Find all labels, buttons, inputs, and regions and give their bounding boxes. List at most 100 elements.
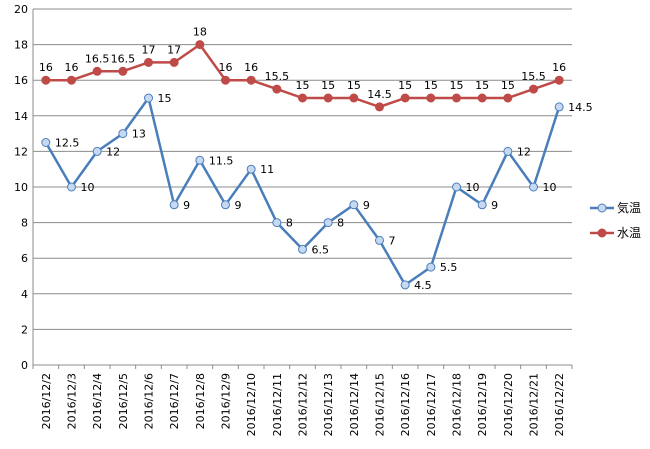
data-point: [298, 244, 307, 254]
data-label: 11.5: [209, 154, 234, 167]
data-label: 15: [158, 92, 172, 105]
data-point: [400, 93, 410, 103]
data-point: [477, 93, 487, 103]
data-point: [41, 138, 51, 147]
y-tick-label: 12: [14, 145, 28, 158]
data-label: 14.5: [367, 88, 392, 101]
x-tick-label: 2016/12/2: [40, 373, 53, 429]
x-tick-label: 2016/12/12: [297, 373, 310, 436]
data-labels: 16 16 16.5 16.5 17 17 18 16 16 15.5 15 15 15 14.5 15 15…: [39, 26, 593, 292]
x-tick-label: 2016/12/7: [168, 373, 181, 429]
data-point: [529, 84, 538, 94]
y-tick-label: 16: [14, 74, 28, 87]
data-point: [118, 66, 128, 76]
x-tick-label: 2016/12/22: [553, 373, 566, 436]
data-point: [298, 93, 307, 103]
data-point: [246, 164, 256, 174]
series-lines: [41, 40, 564, 290]
data-label: 15: [450, 79, 464, 92]
data-label: 13: [132, 128, 146, 141]
x-tick-label: 2016/12/3: [66, 373, 79, 429]
data-label: 17: [167, 43, 181, 56]
data-label: 16.5: [85, 52, 110, 65]
x-tick-label: 2016/12/5: [117, 373, 130, 429]
data-point: [400, 280, 410, 290]
data-point: [375, 102, 384, 112]
data-label: 16.5: [111, 52, 136, 65]
data-label: 15: [424, 79, 438, 92]
data-label: 16: [244, 61, 258, 74]
data-label: 14.5: [568, 101, 593, 114]
data-label: 7: [389, 234, 396, 247]
y-tick-label: 2: [21, 323, 28, 336]
data-label: 17: [142, 43, 156, 56]
x-tick-label: 2016/12/19: [476, 373, 489, 436]
data-point: [195, 155, 205, 165]
data-label: 16: [65, 61, 79, 74]
data-point: [92, 146, 102, 156]
data-label: 15: [347, 79, 361, 92]
data-label: 15: [398, 79, 412, 92]
data-point: [349, 93, 359, 103]
data-label: 9: [491, 199, 498, 212]
data-point: [118, 129, 128, 139]
data-point: [246, 75, 256, 85]
legend-label: 気温: [617, 200, 641, 215]
data-point: [477, 200, 487, 210]
data-point: [452, 182, 461, 192]
y-tick-label: 18: [14, 39, 28, 52]
data-point: [554, 102, 564, 112]
data-point: [503, 146, 513, 156]
x-tick-label: 2016/12/6: [143, 373, 156, 429]
data-label: 5.5: [440, 261, 458, 274]
data-label: 16: [552, 61, 566, 74]
data-point: [426, 262, 436, 272]
x-tick-label: 2016/12/15: [374, 373, 387, 436]
data-point: [375, 235, 384, 245]
data-point: [144, 93, 153, 103]
data-label: 15: [321, 79, 335, 92]
data-label: 4.5: [414, 279, 432, 292]
legend-label: 水温: [617, 226, 641, 240]
data-label: 15.5: [265, 70, 290, 83]
axes: 0 2 4 6 8 10 12 14 16 18 20 2016/12/2 2016/12/3 2016/…: [14, 3, 573, 436]
data-label: 12.5: [55, 137, 79, 150]
series-line-0: [44, 96, 561, 287]
x-tick-label: 2016/12/17: [425, 373, 438, 436]
data-label: 18: [193, 26, 207, 39]
data-label: 15: [475, 79, 489, 92]
data-label: 12: [106, 145, 120, 158]
data-point: [41, 75, 51, 85]
data-point: [272, 84, 282, 94]
x-tick-label: 2016/12/18: [451, 373, 464, 436]
legend-marker: [597, 228, 607, 238]
data-point: [554, 75, 564, 85]
x-tick-label: 2016/12/13: [322, 373, 335, 436]
y-tick-label: 14: [14, 110, 28, 123]
data-point: [272, 218, 282, 228]
data-point: [92, 66, 102, 76]
data-label: 15: [501, 79, 515, 92]
data-label: 8: [286, 217, 293, 230]
data-point: [169, 57, 179, 67]
data-point: [67, 75, 76, 85]
data-point: [144, 57, 153, 67]
data-label: 15: [296, 79, 310, 92]
y-tick-label: 6: [21, 252, 28, 265]
legend-marker: [597, 203, 607, 213]
x-tick-label: 2016/12/10: [245, 373, 258, 436]
data-label: 10: [543, 181, 557, 194]
data-point: [169, 200, 179, 210]
data-label: 12: [517, 145, 531, 158]
data-point: [221, 75, 230, 85]
x-tick-label: 2016/12/8: [194, 373, 207, 429]
data-point: [503, 93, 513, 103]
gridlines: [33, 8, 572, 330]
data-label: 16: [39, 61, 53, 74]
x-tick-label: 2016/12/9: [220, 373, 233, 429]
data-label: 11: [260, 163, 274, 176]
data-point: [529, 182, 538, 192]
data-label: 9: [183, 199, 190, 212]
